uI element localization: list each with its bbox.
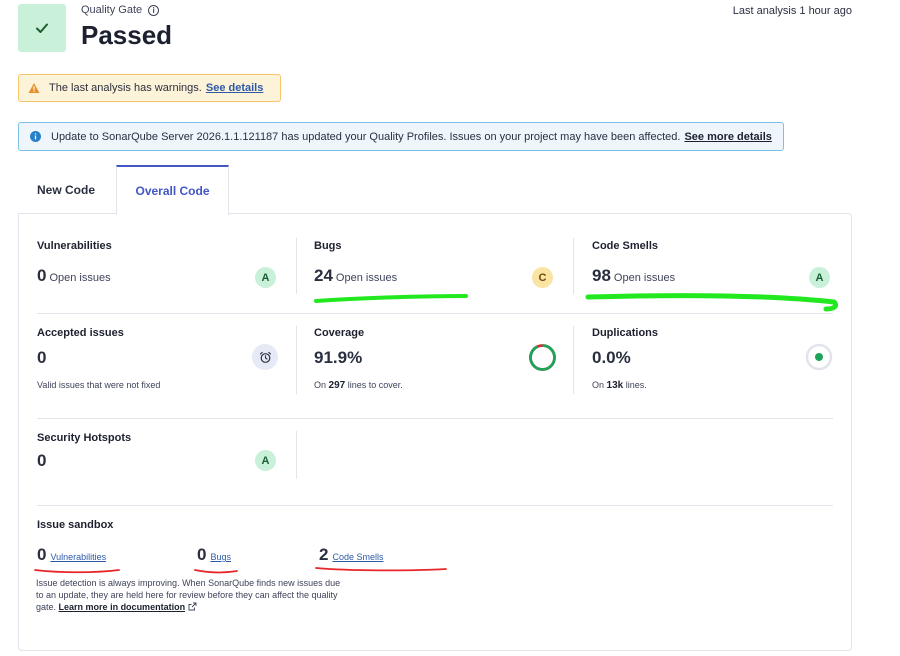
duplications-title: Duplications (592, 327, 659, 339)
bugs-grade[interactable]: C (532, 267, 553, 288)
warning-text: The last analysis has warnings. (49, 82, 202, 94)
duplications-value[interactable]: 0.0% (592, 348, 631, 367)
sandbox-bugs-label[interactable]: Bugs (210, 552, 231, 562)
info-text: Update to SonarQube Server 2026.1.1.1211… (51, 130, 681, 143)
accepted-issues-title: Accepted issues (37, 327, 124, 339)
duplications-lines-count: 13k (606, 380, 624, 391)
sandbox-note-text: Issue detection is always improving. Whe… (36, 578, 341, 612)
bugs-value[interactable]: 24 (314, 266, 333, 285)
external-link-icon (188, 602, 197, 611)
tab-new-code[interactable]: New Code (37, 182, 96, 197)
bugs-metric[interactable]: 24 Open issues (314, 266, 397, 286)
quality-gate-label-row: Quality Gate i (81, 4, 160, 16)
accepted-issues-value[interactable]: 0 (37, 348, 47, 367)
info-icon (19, 123, 51, 150)
sandbox-vulnerabilities[interactable]: 0 Vulnerabilities (37, 545, 106, 565)
duplications-note-suffix: lines. (625, 380, 647, 390)
coverage-donut[interactable] (528, 343, 557, 372)
warning-icon (19, 75, 49, 101)
coverage-value[interactable]: 91.9% (314, 348, 363, 367)
info-banner: Update to SonarQube Server 2026.1.1.1211… (18, 122, 784, 151)
vulnerabilities-grade[interactable]: A (255, 267, 276, 288)
duplications-indicator[interactable] (805, 343, 833, 371)
see-more-details-link[interactable]: See more details (684, 130, 772, 143)
coverage-lines-count: 297 (328, 380, 346, 391)
warning-banner: The last analysis has warnings. See deta… (18, 74, 281, 102)
divider (296, 238, 297, 294)
issue-sandbox-title: Issue sandbox (37, 519, 114, 531)
sandbox-note: Issue detection is always improving. Whe… (36, 577, 346, 613)
code-smells-sub: Open issues (613, 272, 676, 284)
sandbox-code-smells-value[interactable]: 2 (319, 545, 329, 564)
divider (37, 418, 833, 419)
divider (37, 313, 833, 314)
sandbox-vulnerabilities-value[interactable]: 0 (37, 545, 47, 564)
divider (573, 238, 574, 294)
sandbox-vulnerabilities-label[interactable]: Vulnerabilities (50, 552, 107, 562)
accepted-issues-note: Valid issues that were not fixed (37, 380, 161, 390)
divider (296, 431, 297, 479)
code-smells-title: Code Smells (592, 240, 659, 252)
quality-gate-status: Passed (81, 20, 173, 50)
security-hotspots-value[interactable]: 0 (37, 451, 47, 470)
alarm-clock-icon (252, 344, 278, 370)
info-icon[interactable]: i (148, 4, 160, 16)
last-analysis-text: Last analysis 1 hour ago (732, 5, 852, 17)
coverage-note-suffix: lines to cover. (347, 380, 403, 390)
duplications-note: On 13k lines. (592, 380, 647, 391)
see-details-link[interactable]: See details (205, 82, 264, 94)
check-icon (36, 23, 48, 33)
sandbox-bugs-value[interactable]: 0 (197, 545, 207, 564)
overall-code-panel (18, 213, 852, 651)
coverage-title: Coverage (314, 327, 365, 339)
sandbox-code-smells-label[interactable]: Code Smells (332, 552, 384, 562)
code-smells-value[interactable]: 98 (592, 266, 611, 285)
vulnerabilities-sub: Open issues (49, 272, 111, 284)
code-smells-grade[interactable]: A (809, 267, 830, 288)
coverage-note: On 297 lines to cover. (314, 380, 403, 391)
divider (573, 326, 574, 394)
sandbox-code-smells[interactable]: 2 Code Smells (319, 545, 384, 565)
quality-gate-passed-badge (18, 4, 66, 52)
coverage-note-prefix: On (314, 380, 327, 390)
vulnerabilities-title: Vulnerabilities (37, 240, 112, 252)
duplications-note-prefix: On (592, 380, 605, 390)
quality-gate-label: Quality Gate (81, 4, 143, 16)
vulnerabilities-metric[interactable]: 0 Open issues (37, 266, 111, 286)
divider (37, 505, 833, 506)
security-hotspots-title: Security Hotspots (37, 432, 132, 444)
bugs-title: Bugs (314, 240, 342, 252)
coverage-donut-covered (529, 344, 556, 371)
divider (296, 326, 297, 394)
vulnerabilities-value[interactable]: 0 (37, 266, 47, 285)
tab-overall-code[interactable]: Overall Code (116, 165, 229, 215)
learn-more-link[interactable]: Learn more in documentation (58, 602, 186, 612)
security-hotspots-grade[interactable]: A (255, 450, 276, 471)
bugs-sub: Open issues (335, 272, 398, 284)
code-smells-metric[interactable]: 98 Open issues (592, 266, 675, 286)
sandbox-bugs[interactable]: 0 Bugs (197, 545, 231, 565)
